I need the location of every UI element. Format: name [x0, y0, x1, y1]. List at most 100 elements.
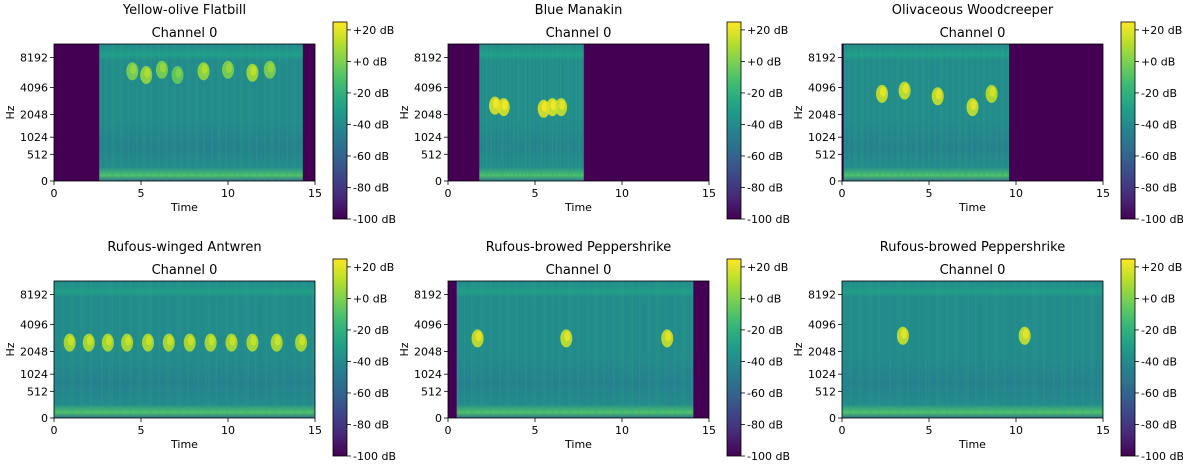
texture-stripe: [1043, 281, 1045, 418]
plot-area: [54, 44, 315, 181]
texture-stripe: [164, 44, 166, 181]
texture-stripe: [179, 281, 181, 418]
panel-title: Rufous-browed Peppershrike: [486, 240, 671, 255]
colorbar-tick-label: -20 dB: [353, 87, 389, 100]
texture-stripe: [586, 281, 589, 418]
x-tick-label: 15: [1096, 424, 1110, 437]
texture-stripe: [203, 44, 205, 181]
texture-stripe: [579, 44, 581, 181]
texture-stripe: [885, 44, 887, 181]
colorbar-tick-label: -100 dB: [747, 450, 790, 463]
texture-stripe: [239, 44, 242, 181]
texture-stripe: [215, 281, 218, 418]
texture-stripe: [470, 281, 473, 418]
x-tick-label: 5: [926, 187, 933, 200]
texture-stripe: [959, 44, 961, 181]
call-mark: [105, 335, 112, 346]
colorbar-tick-label: -60 dB: [353, 387, 389, 400]
spectrogram-panel: Rufous-winged Antwren Channel 0 0 5 10 15 Time…: [4, 240, 396, 463]
call-mark: [550, 100, 557, 111]
call-mark: [475, 331, 482, 342]
texture-stripe: [898, 44, 900, 181]
colorbar-tick-label: +0 dB: [747, 292, 781, 305]
texture-stripe: [648, 281, 650, 418]
signal-region: [456, 281, 694, 418]
texture-stripe: [249, 44, 252, 181]
panel-title: Yellow-olive Flatbill: [122, 3, 246, 18]
texture-stripe: [681, 281, 683, 418]
texture-stripe: [857, 281, 860, 418]
call-mark: [274, 335, 281, 346]
texture-stripe: [1071, 281, 1074, 418]
call-mark: [989, 86, 996, 97]
panel-subtitle: Channel 0: [940, 26, 1006, 41]
call-mark: [159, 62, 166, 73]
texture-stripe: [54, 281, 56, 418]
spectrogram-panel: Olivaceous Woodcreeper Channel 0 0 5 10 15 Tim…: [792, 3, 1183, 226]
texture-stripe: [1032, 281, 1034, 418]
texture-stripe: [264, 44, 266, 181]
x-tick-label: 5: [138, 187, 145, 200]
colorbar-tick-label: -40 dB: [1141, 355, 1177, 368]
colorbar-tick-label: -60 dB: [353, 150, 389, 163]
y-tick-label: 1024: [414, 131, 442, 144]
y-tick-label: 512: [421, 148, 442, 161]
colorbar: [726, 21, 742, 220]
texture-stripe: [113, 44, 115, 181]
texture-stripe: [99, 44, 101, 181]
spectrogram-panel: Yellow-olive Flatbill Channel 0 0 5 10 15 Time…: [4, 3, 396, 226]
texture-stripe: [241, 44, 244, 181]
call-mark: [493, 98, 499, 109]
colorbar-tick-label: +20 dB: [747, 261, 788, 274]
texture-stripe: [582, 44, 585, 181]
texture-stripe: [524, 44, 526, 181]
texture-stripe: [878, 44, 880, 181]
x-tick-label: 15: [308, 187, 322, 200]
call-mark: [187, 335, 194, 346]
texture-stripe: [515, 281, 518, 418]
texture-stripe: [855, 44, 857, 181]
texture-stripe: [525, 281, 527, 418]
texture-stripe: [82, 281, 85, 418]
x-tick-label: 0: [445, 187, 452, 200]
texture-stripe: [956, 281, 959, 418]
texture-stripe: [954, 281, 956, 418]
texture-stripe: [921, 44, 923, 181]
texture-stripe: [283, 281, 286, 418]
colorbar-tick-label: +0 dB: [1141, 55, 1175, 68]
texture-stripe: [966, 44, 968, 181]
texture-stripe: [594, 281, 596, 418]
x-tick-label: 5: [532, 424, 539, 437]
texture-stripe: [946, 44, 948, 181]
x-axis-label: Time: [170, 201, 198, 214]
x-tick-label: 0: [445, 424, 452, 437]
texture-stripe: [914, 44, 917, 181]
x-axis-label: Time: [958, 201, 986, 214]
call-mark: [67, 335, 74, 346]
texture-stripe: [655, 281, 657, 418]
texture-stripe: [508, 281, 511, 418]
plot-area: [842, 281, 1103, 418]
texture-stripe: [664, 281, 667, 418]
spectrogram-panel: Blue Manakin Channel 0 0 5 10 15 Time 0 512 1024 2…: [398, 3, 790, 226]
x-tick-label: 10: [1009, 187, 1023, 200]
texture-stripe: [853, 44, 856, 181]
call-mark: [299, 335, 306, 346]
texture-stripe: [674, 281, 676, 418]
texture-stripe: [142, 44, 144, 181]
y-axis-label: Hz: [4, 342, 17, 356]
colorbar-tick-label: -40 dB: [1141, 118, 1177, 131]
texture-stripe: [506, 281, 508, 418]
panel-subtitle: Channel 0: [152, 26, 218, 41]
colorbar-tick-label: -100 dB: [1141, 450, 1183, 463]
y-tick-label: 0: [829, 412, 836, 425]
spectrogram-panel: Rufous-browed Peppershrike Channel 0 0 5 10 1…: [792, 240, 1183, 463]
texture-stripe: [575, 44, 577, 181]
texture-stripe: [144, 44, 146, 181]
panel-title: Rufous-browed Peppershrike: [880, 240, 1065, 255]
call-mark: [665, 331, 672, 342]
texture-stripe: [657, 281, 660, 418]
call-mark: [541, 101, 548, 112]
texture-stripe: [226, 281, 228, 418]
axes-frame: [841, 280, 1104, 419]
